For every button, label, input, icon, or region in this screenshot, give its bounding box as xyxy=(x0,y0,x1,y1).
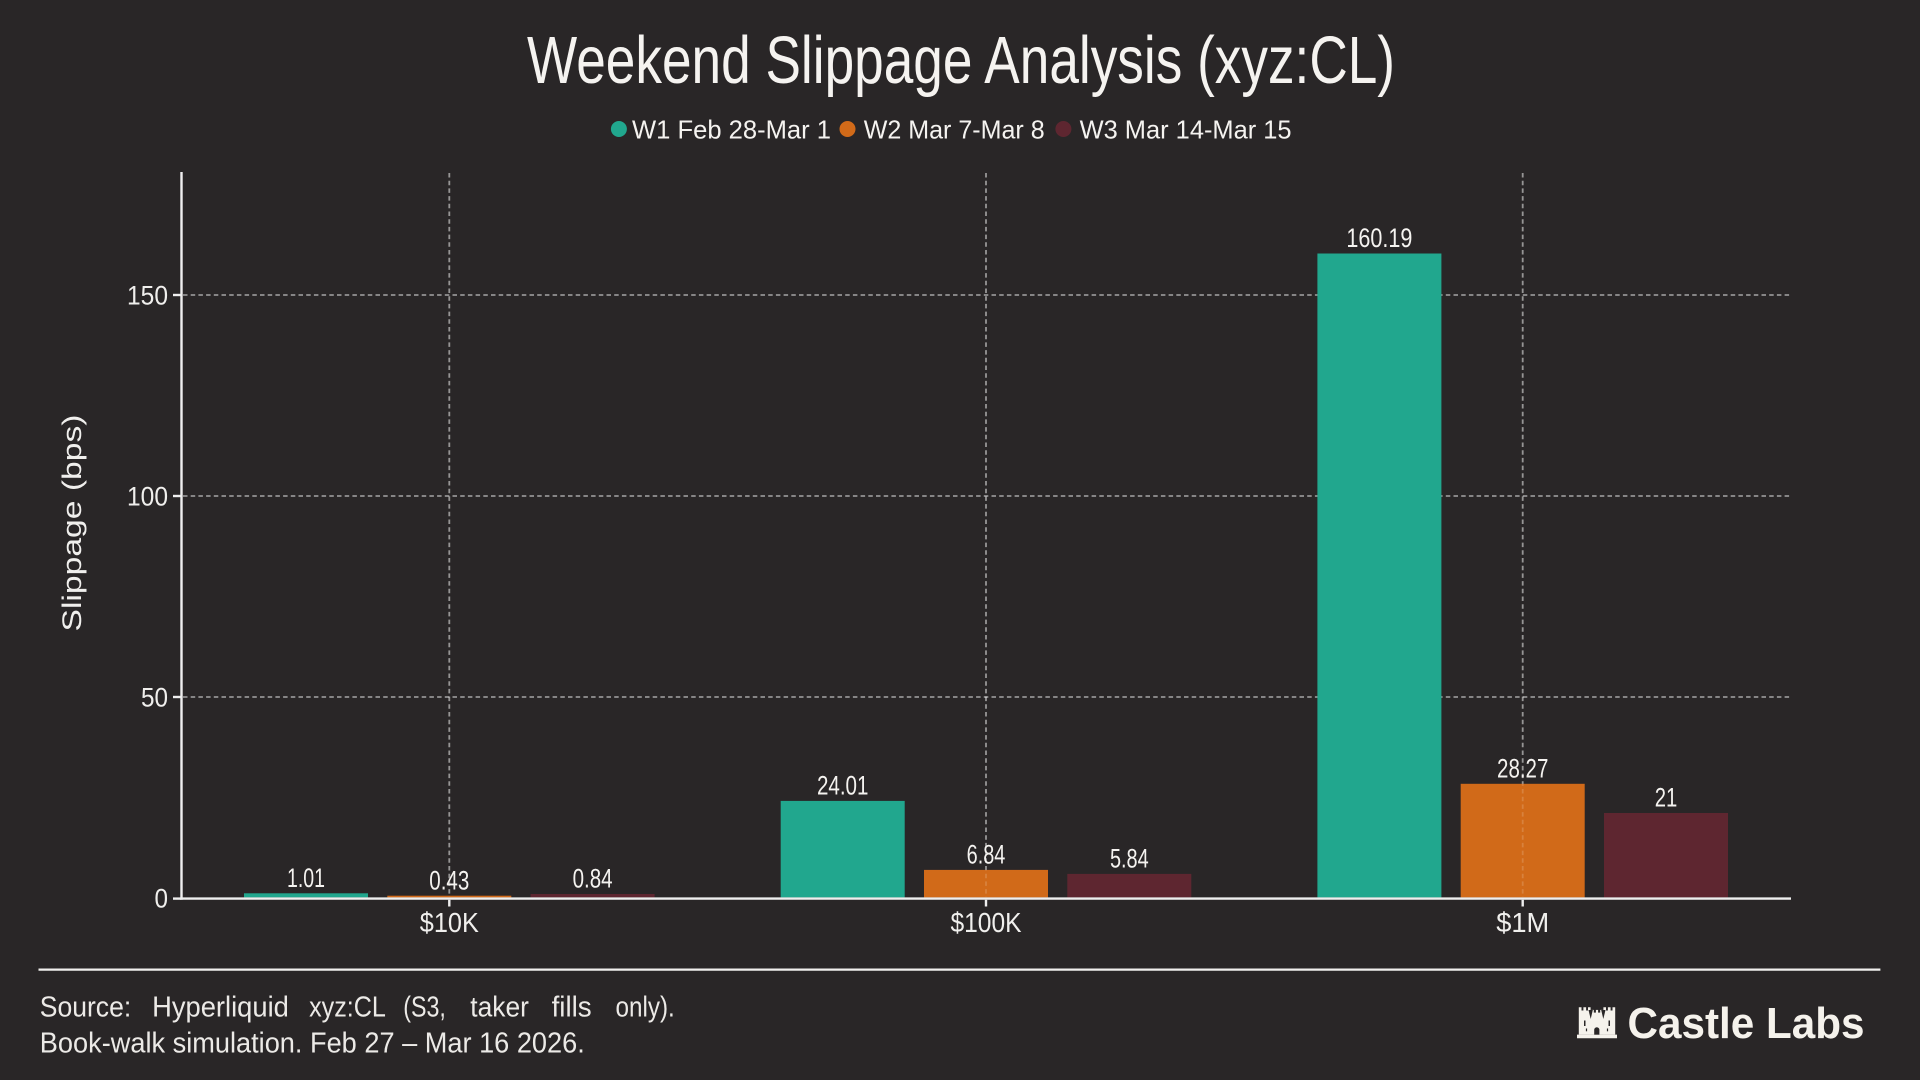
svg-text:Book-walk simulation. Feb 27 –: Book-walk simulation. Feb 27 – Mar 16 20… xyxy=(40,1028,585,1060)
svg-text:0: 0 xyxy=(155,884,169,914)
svg-text:21: 21 xyxy=(1655,783,1678,813)
svg-text:Weekend Slippage Analysis (xyz: Weekend Slippage Analysis (xyz:CL) xyxy=(527,23,1395,98)
svg-text:0.43: 0.43 xyxy=(429,865,469,895)
svg-text:100: 100 xyxy=(127,482,168,512)
svg-text:$1M: $1M xyxy=(1496,907,1549,938)
svg-text:only).: only). xyxy=(616,991,675,1023)
svg-text:W3 Mar 14-Mar 15: W3 Mar 14-Mar 15 xyxy=(1080,115,1292,145)
svg-text:150: 150 xyxy=(127,281,168,311)
svg-text:5.84: 5.84 xyxy=(1110,844,1149,874)
svg-text:50: 50 xyxy=(141,683,168,713)
svg-text:Hyperliquid: Hyperliquid xyxy=(152,991,289,1023)
svg-text:0.84: 0.84 xyxy=(573,864,613,894)
svg-text:taker: taker xyxy=(470,991,529,1023)
svg-text:(S3,: (S3, xyxy=(403,991,446,1023)
svg-text:28.27: 28.27 xyxy=(1497,753,1548,783)
svg-text:160.19: 160.19 xyxy=(1346,223,1412,253)
svg-text:$100K: $100K xyxy=(951,907,1022,938)
svg-text:Slippage (bps): Slippage (bps) xyxy=(57,415,87,632)
svg-text:$10K: $10K xyxy=(420,907,479,938)
svg-text:Castle Labs: Castle Labs xyxy=(1628,999,1865,1048)
svg-text:xyz:CL: xyz:CL xyxy=(309,991,386,1023)
svg-text:24.01: 24.01 xyxy=(817,771,869,801)
svg-text:6.84: 6.84 xyxy=(967,840,1006,870)
svg-text:1.01: 1.01 xyxy=(287,863,325,893)
svg-text:fills: fills xyxy=(552,991,592,1023)
svg-text:W2 Mar 7-Mar 8: W2 Mar 7-Mar 8 xyxy=(864,115,1045,145)
svg-text:Source:: Source: xyxy=(40,991,131,1023)
svg-text:W1 Feb 28-Mar 1: W1 Feb 28-Mar 1 xyxy=(632,115,831,145)
